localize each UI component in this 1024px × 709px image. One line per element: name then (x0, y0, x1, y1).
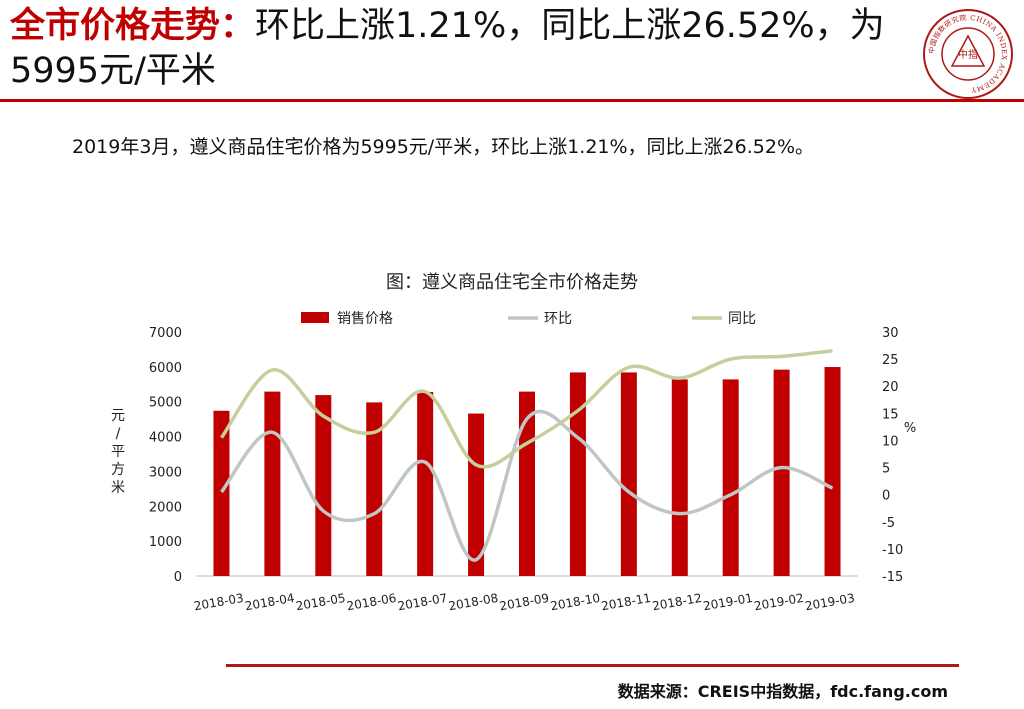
x-tick-label: 2018-12 (651, 591, 703, 613)
legend-swatch-sales-price (301, 312, 329, 323)
x-tick-label: 2018-09 (498, 591, 550, 613)
legend-label-yoy: 同比 (728, 311, 756, 327)
x-tick-label: 2019-01 (702, 591, 754, 613)
data-source-note: 数据来源：CREIS中指数据，fdc.fang.com (617, 682, 948, 701)
y-left-tick-label: 2000 (149, 500, 182, 515)
line-yoy-series (220, 349, 833, 469)
legend-label-mom: 环比 (544, 311, 572, 327)
logo-outer-ring (923, 9, 1013, 99)
y-left-tick-label: 4000 (149, 431, 182, 446)
summary-text: 2019年3月，遵义商品住宅价格为5995元/平米，环比上涨1.21%，同比上涨… (72, 136, 815, 158)
y-left-tick-label: 5000 (149, 396, 182, 411)
legend-label-sales-price: 销售价格 (337, 311, 393, 327)
y-left-axis-label-char: / (116, 426, 121, 442)
x-tick-label: 2018-07 (397, 591, 449, 613)
y-left-axis-label-char: 米 (111, 480, 125, 496)
bar-sales-price (824, 367, 841, 576)
y-left-tick-label: 0 (174, 570, 182, 585)
x-tick-label: 2018-11 (600, 591, 652, 613)
page-title: 全市价格走势：环比上涨1.21%，同比上涨26.52%，为5995元/平米 (10, 4, 910, 94)
bar-sales-price (366, 402, 383, 576)
x-tick-label: 2019-02 (753, 591, 805, 613)
y-right-tick-label: 30 (882, 326, 899, 341)
x-tick-label: 2018-10 (549, 591, 601, 613)
logo-center-text: 中指 (958, 48, 978, 61)
x-tick-label: 2018-06 (346, 591, 398, 613)
y-right-tick-label: 20 (882, 380, 899, 395)
line-mom-series (220, 409, 834, 562)
y-left-axis-label-char: 方 (111, 462, 125, 478)
y-left-tick-label: 1000 (149, 535, 182, 550)
bar-sales-price (722, 379, 739, 576)
y-right-tick-label: 10 (882, 434, 899, 449)
china-index-academy-logo: 中国指数研究院 CHINA INDEX ACADEMY 中指 (923, 9, 1013, 99)
y-right-axis-label: % (904, 421, 916, 436)
logo-inner-ring (941, 27, 995, 81)
page-title-rest: 环比上涨1.21%，同比上涨26.52%，为5995元/平米 (10, 6, 885, 91)
bar-sales-price (468, 413, 485, 576)
x-tick-label: 2018-04 (244, 591, 296, 613)
logo-triangle-mark (950, 34, 986, 67)
y-right-tick-label: 5 (882, 462, 890, 477)
y-right-tick-label: 15 (882, 407, 899, 422)
page-title-accent: 全市价格走势： (10, 6, 256, 46)
y-left-axis-label-char: 平 (111, 444, 125, 460)
y-right-tick-label: 25 (882, 353, 899, 368)
footer-divider (226, 664, 959, 667)
x-tick-label: 2019-03 (804, 591, 856, 613)
y-left-axis-label-char: 元 (111, 408, 125, 424)
bar-sales-price (264, 391, 281, 576)
y-left-tick-label: 3000 (149, 465, 182, 480)
x-tick-label: 2018-03 (193, 591, 245, 613)
bar-sales-price (315, 395, 332, 576)
x-tick-label: 2018-05 (295, 591, 347, 613)
y-right-tick-label: 0 (882, 489, 890, 504)
y-right-tick-label: -5 (882, 516, 895, 531)
bar-sales-price (569, 372, 586, 576)
x-tick-label: 2018-08 (447, 591, 499, 613)
bar-sales-price (671, 379, 688, 576)
bar-sales-price (773, 369, 790, 576)
bar-sales-price (620, 372, 637, 576)
chart-title: 图：遵义商品住宅全市价格走势 (386, 272, 638, 293)
y-right-tick-label: -15 (882, 570, 903, 585)
bar-sales-price (417, 391, 434, 576)
bar-sales-price (519, 391, 535, 576)
y-left-tick-label: 6000 (149, 361, 182, 376)
y-right-tick-label: -10 (882, 543, 903, 558)
y-left-tick-label: 7000 (149, 326, 182, 341)
title-divider (0, 99, 1024, 102)
bar-sales-price (213, 410, 230, 576)
